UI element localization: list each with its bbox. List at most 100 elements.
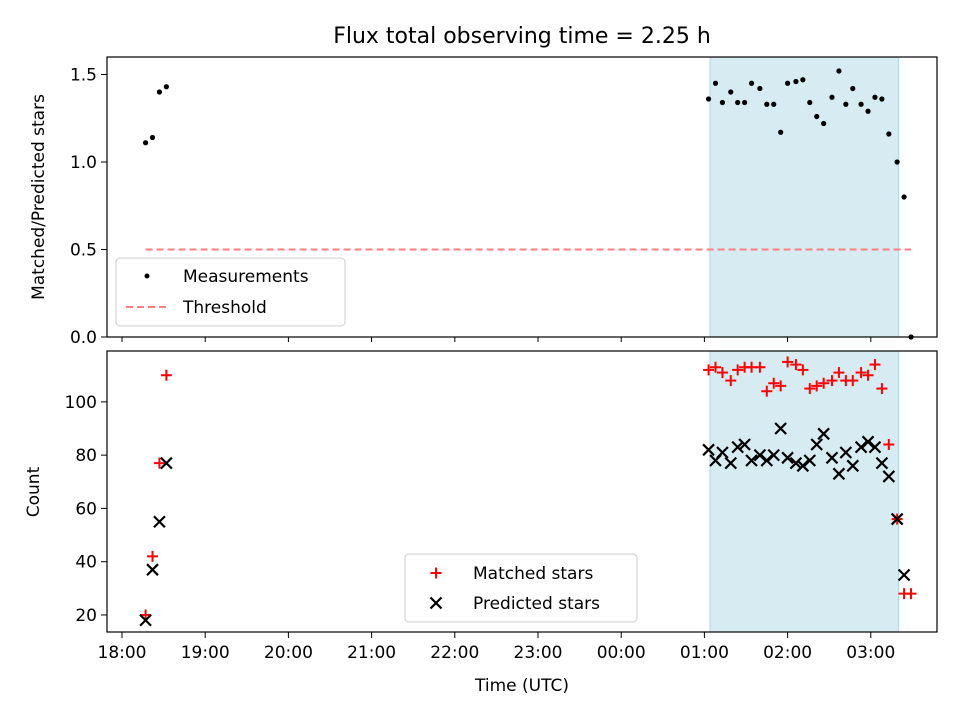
matched-star-point	[768, 377, 780, 389]
predicted-star-point	[825, 451, 839, 465]
matched-star-point	[147, 550, 159, 562]
matched-star-point	[761, 385, 773, 397]
predicted-star-point	[153, 515, 166, 529]
measurement-point	[894, 159, 900, 165]
bottom-y-ticks: 20 40 60 80 100	[65, 393, 107, 626]
matched-star-point	[826, 375, 838, 387]
matched-star-point	[703, 364, 715, 376]
predicted-star-point	[832, 467, 846, 481]
predicted-star-point	[817, 427, 830, 441]
top-legend-box	[115, 257, 346, 327]
predicted-star-point	[854, 440, 868, 454]
predicted-star-point	[745, 454, 758, 467]
matched-star-point	[140, 609, 152, 621]
x-tick-label: 20:00	[264, 643, 313, 663]
matched-star-point	[883, 438, 895, 450]
legend-predicted-label: Predicted stars	[473, 594, 600, 614]
predicted-star-point	[890, 512, 904, 526]
predicted-star-point	[767, 448, 781, 462]
top-x-ticks	[121, 337, 872, 342]
matched-star-point	[153, 457, 165, 469]
measurement-point	[793, 78, 799, 85]
x-tick-label: 23:00	[514, 643, 563, 663]
top-axes-frame	[106, 56, 938, 338]
top-highlight-span	[709, 56, 900, 338]
predicted-star-point	[160, 456, 173, 470]
predicted-star-point	[753, 448, 767, 462]
predicted-star-point	[875, 456, 889, 470]
matched-star-point	[754, 361, 766, 373]
measurement-point	[829, 94, 835, 100]
measurement-point	[850, 85, 856, 92]
x-tick-label: 01:00	[680, 643, 729, 663]
matched-star-point	[847, 375, 859, 387]
matched-star-point	[797, 364, 809, 376]
predicted-points	[139, 422, 911, 627]
chart-title: Flux total observing time = 2.25 h	[333, 24, 711, 49]
legend-matched-marker	[430, 567, 442, 579]
matched-star-point	[775, 380, 787, 392]
matched-star-point	[804, 383, 816, 395]
top-y-tick-label: 0.0	[70, 328, 97, 348]
measurement-point	[800, 77, 806, 83]
matched-points	[140, 356, 917, 621]
matched-star-point	[855, 367, 867, 379]
x-tick-label: 22:00	[430, 643, 479, 663]
top-y-ticks: 0.0 0.5 1.0 1.5	[70, 66, 107, 348]
measurement-point	[705, 96, 712, 102]
predicted-star-point	[789, 456, 803, 470]
legend-measurements-label: Measurements	[183, 267, 309, 287]
bottom-y-tick-label: 100	[65, 393, 97, 413]
bottom-y-tick-label: 80	[75, 446, 97, 466]
predicted-star-point	[839, 446, 853, 459]
matched-star-point	[790, 359, 802, 371]
measurement-point	[742, 99, 748, 106]
bottom-y-tick-label: 60	[75, 499, 97, 519]
predicted-star-point	[724, 456, 738, 470]
predicted-star-point	[146, 563, 159, 576]
predicted-star-point	[781, 451, 794, 465]
measurement-point	[821, 120, 827, 127]
predicted-star-point	[882, 470, 896, 483]
matched-star-point	[905, 588, 917, 600]
measurement-point	[728, 89, 734, 95]
measurement-point	[757, 85, 763, 92]
x-axis-label: Time (UTC)	[474, 676, 569, 696]
measurement-point	[712, 80, 719, 86]
predicted-star-point	[774, 422, 787, 435]
top-y-tick-label: 0.5	[70, 241, 97, 261]
measurement-point	[886, 131, 892, 137]
measurement-points	[142, 68, 914, 340]
x-tick-label: 18:00	[98, 643, 147, 663]
legend-matched-label: Matched stars	[473, 564, 593, 584]
bottom-y-tick-label: 20	[75, 606, 97, 626]
bottom-y-tick-label: 40	[75, 553, 97, 573]
predicted-star-point	[738, 438, 751, 451]
x-tick-label: 21:00	[347, 643, 396, 663]
top-y-tick-label: 1.0	[70, 153, 97, 173]
measurement-point	[836, 68, 842, 74]
bottom-y-label: Count	[24, 466, 44, 517]
matched-star-point	[732, 364, 744, 376]
measurement-point	[865, 108, 871, 114]
bottom-legend: Matched stars Predicted stars	[404, 553, 638, 623]
matched-star-point	[811, 380, 823, 392]
predicted-star-point	[702, 443, 715, 457]
bottom-panel: 20 40 60 80 100 18:00 19:00 20:00 21:00 22:00 23:…	[24, 350, 938, 696]
top-panel: 0.0 0.5 1.0 1.5 Matched/Predicted stars Mea…	[29, 56, 938, 348]
bottom-x-ticks: 18:00 19:00 20:00 21:00 22:00 23:00 00:00 01:00…	[98, 632, 895, 663]
top-y-label: Matched/Predicted stars	[29, 94, 49, 300]
matched-star-point	[725, 375, 737, 387]
matched-star-point	[709, 361, 721, 373]
predicted-star-point	[861, 435, 875, 449]
predicted-star-point	[803, 454, 817, 467]
predicted-star-point	[731, 440, 744, 454]
legend-predicted-marker	[429, 596, 443, 610]
x-tick-label: 02:00	[763, 643, 812, 663]
bottom-legend-box	[404, 553, 638, 623]
measurement-point	[764, 101, 770, 107]
predicted-star-point	[139, 614, 152, 627]
measurement-point	[858, 101, 864, 107]
predicted-star-point	[760, 454, 774, 467]
